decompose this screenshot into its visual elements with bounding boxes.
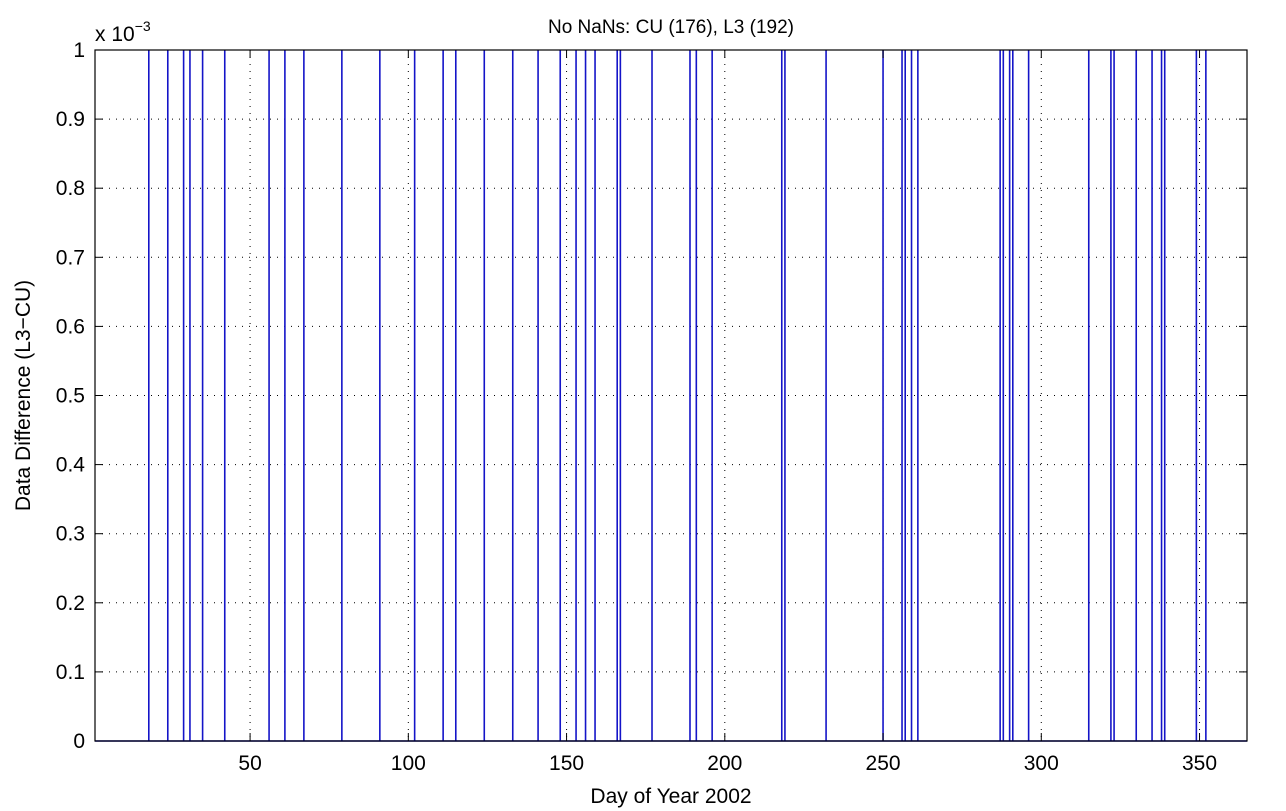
x-tick-label: 350 [1182,752,1217,775]
y-tick-label: 1 [73,39,85,62]
axis-ticks [95,49,1247,742]
x-tick-label: 100 [391,752,426,775]
y-tick-label: 0.2 [56,592,85,615]
y-tick-label: 0.3 [56,523,85,546]
y-tick-label: 0.8 [56,177,85,200]
x-tick-label: 50 [238,752,261,775]
tick-labels: 50 100 150 200 250 300 350 0 0.1 0.2 0.3 0.4 0.5 0.6 0… [56,39,1217,775]
y-multiplier-base: x 10 [95,23,135,46]
data-series [95,50,1247,742]
chart-title: No NaNs: CU (176), L3 (192) [548,17,794,38]
y-tick-label: 0.9 [56,108,85,131]
x-tick-label: 250 [866,752,901,775]
y-tick-label: 0.6 [56,315,85,338]
y-tick-label: 0 [73,730,85,753]
y-tick-label: 0.1 [56,661,85,684]
y-axis-multiplier: x 10−3 [95,18,151,46]
x-tick-label: 300 [1024,752,1059,775]
grid-lines [95,50,1247,741]
y-tick-label: 0.7 [56,246,85,269]
y-multiplier-exponent: −3 [135,18,151,34]
axes-box [94,49,1248,742]
y-axis-label: Data Difference (L3−CU) [12,280,35,511]
y-tick-label: 0.5 [56,385,85,408]
x-tick-label: 150 [549,752,584,775]
x-tick-label: 200 [707,752,742,775]
y-tick-label: 0.4 [56,454,86,477]
x-axis-label: Day of Year 2002 [590,785,751,808]
